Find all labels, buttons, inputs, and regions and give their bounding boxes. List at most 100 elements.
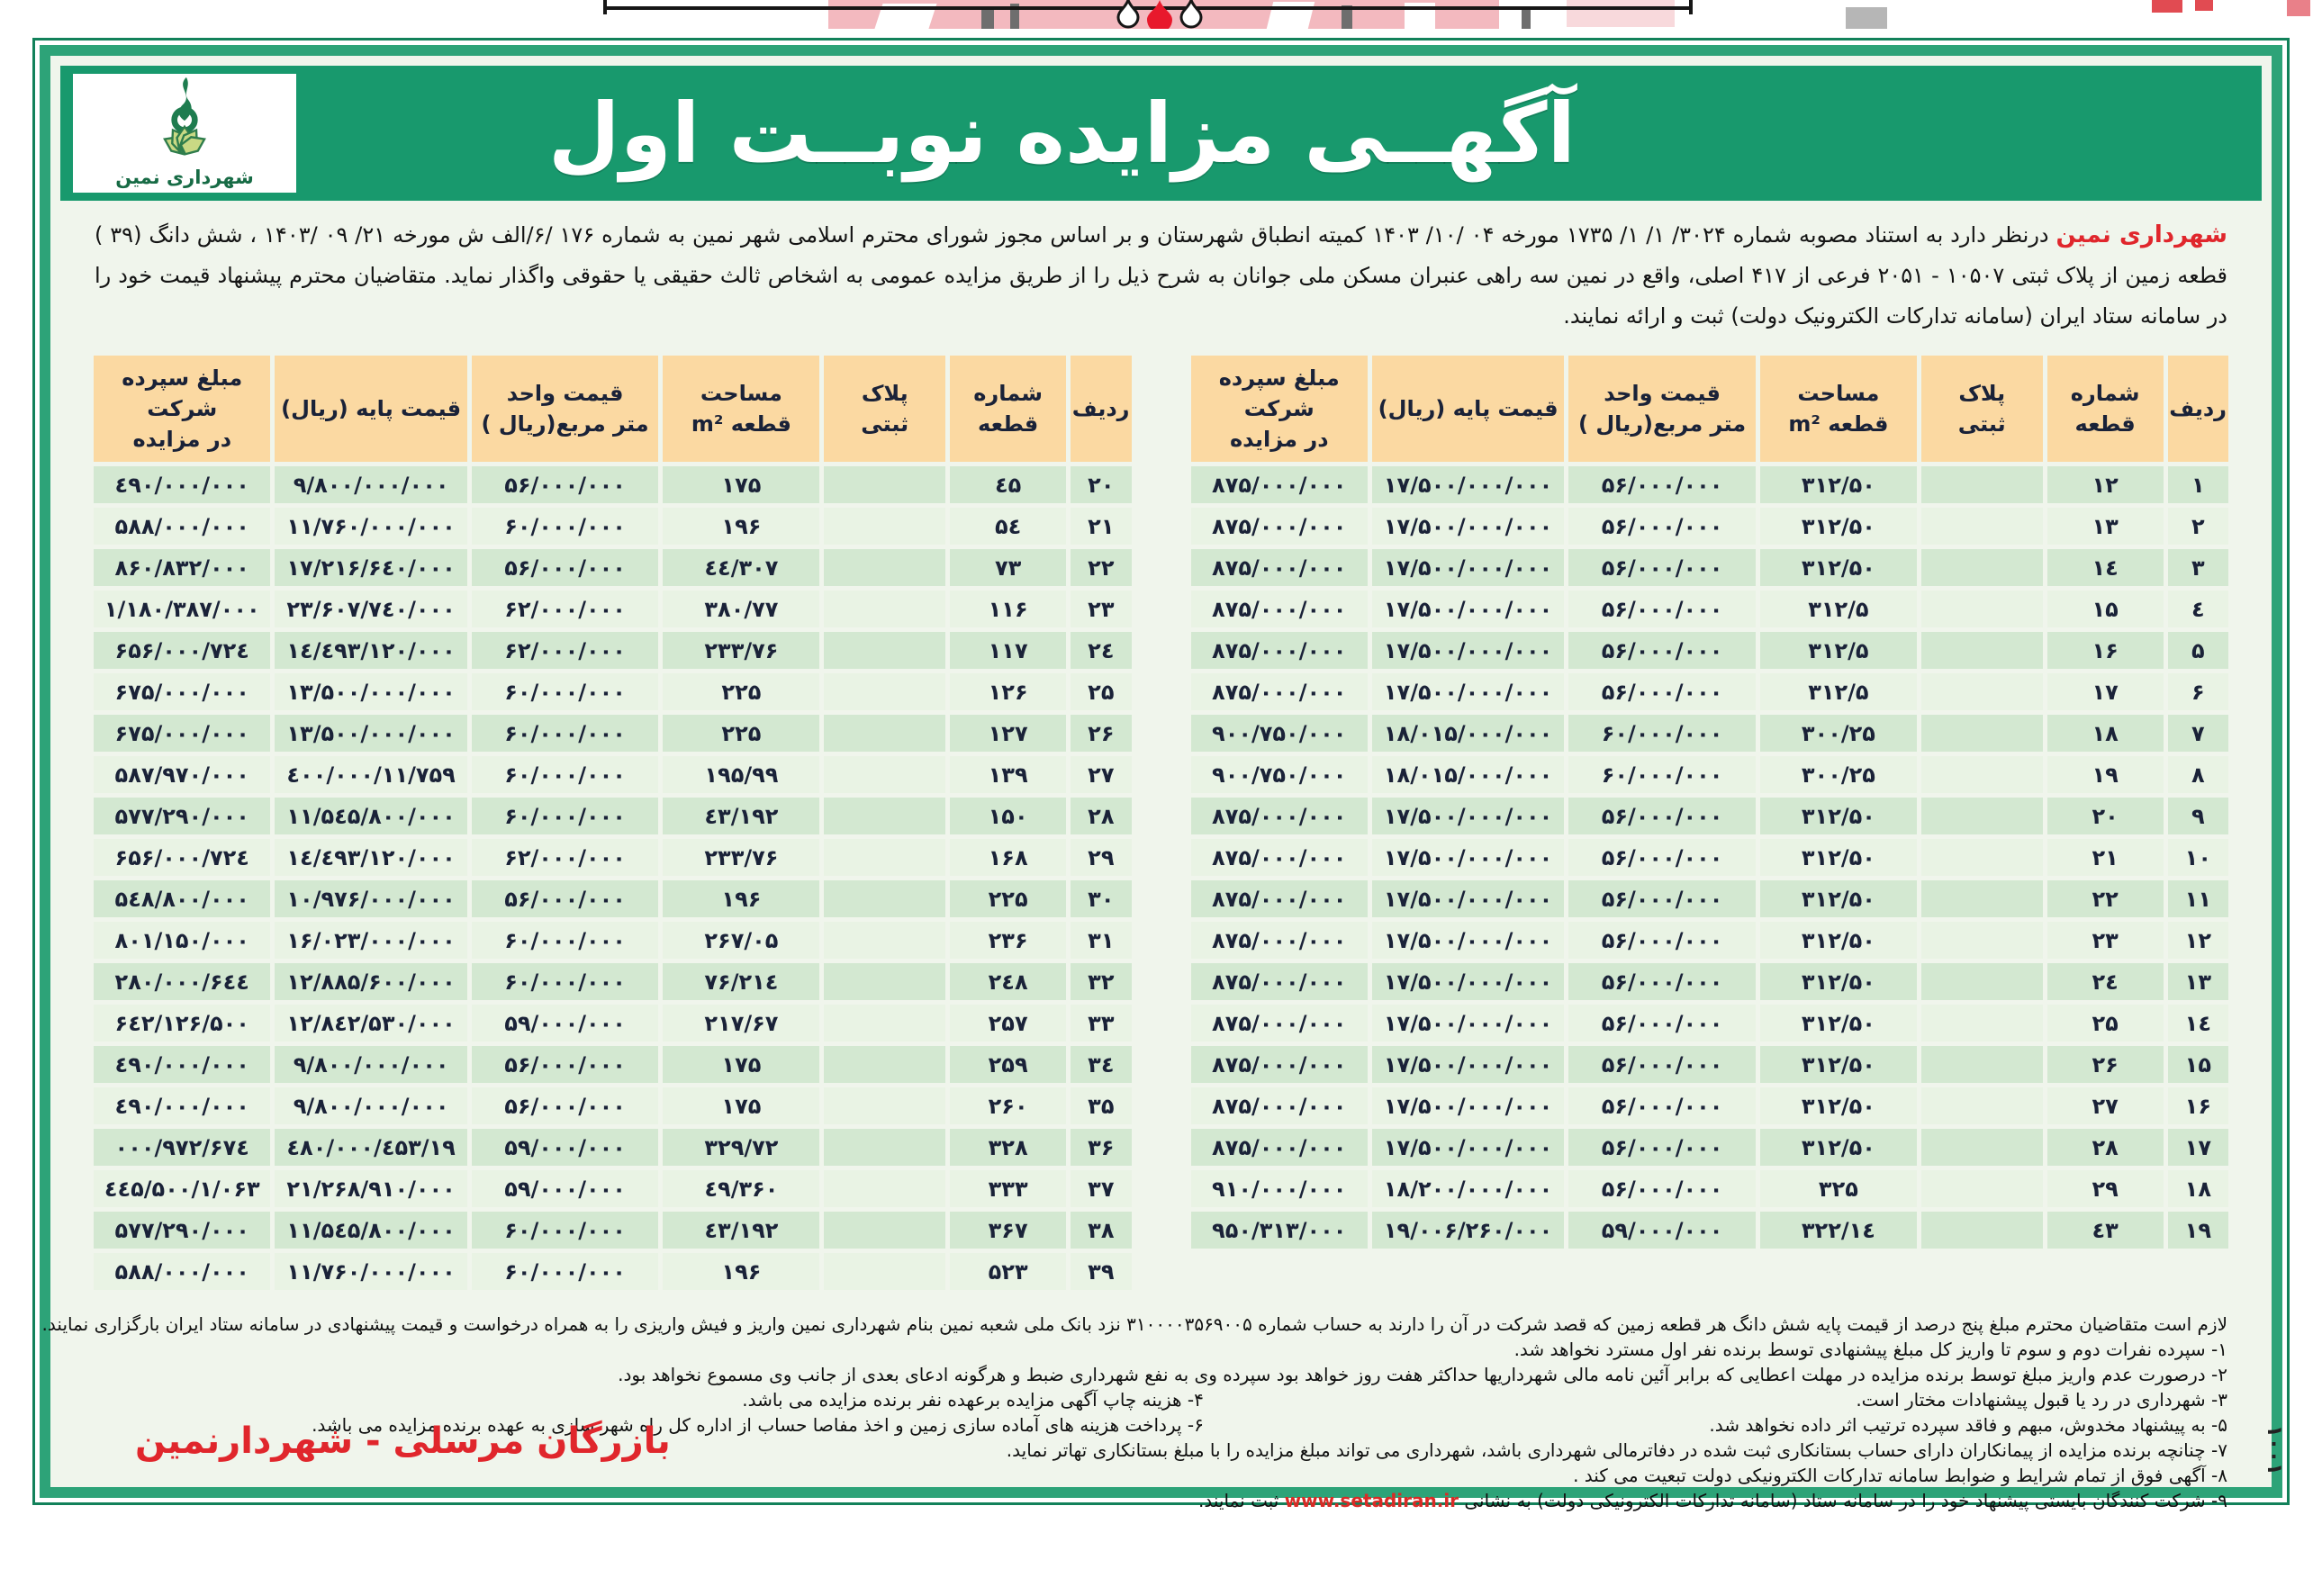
note-item: ۲- درصورت عدم واریز مبلغ توسط برنده مزای… xyxy=(618,1364,2227,1385)
cell-r: ۲۱ xyxy=(1071,508,1132,545)
cell-p: ۲۲۵ xyxy=(950,880,1067,917)
table-row: ۲۰ ٤۵ ۱۷۵ ۵۶/۰۰۰/۰۰۰ ۹/۸۰۰/۰۰۰/۰۰۰ ٤۹۰/۰۰۰/۰۰… xyxy=(94,466,1132,503)
note-item: ۴- هزینه چاپ آگهی مزایده برعهده نفر برند… xyxy=(742,1389,1204,1411)
table-row: ۲۸ ۱۵۰ ۱۹۲/٤۳ ۶۰/۰۰۰/۰۰۰ ۱۱/۵٤۵/۸۰۰/۰۰۰ ۵۷۷/۲… xyxy=(94,798,1132,834)
table-row: ۳۹ ۵۲۳ ۱۹۶ ۶۰/۰۰۰/۰۰۰ ۱۱/۷۶۰/۰۰۰/۰۰۰ ۵۸۸/۰۰۰/… xyxy=(94,1253,1132,1290)
cell-dep: ۶۷۵/۰۰۰/۰۰۰ xyxy=(94,715,271,752)
cell-dep: ٤۹۰/۰۰۰/۰۰۰ xyxy=(94,1046,271,1083)
cell-base: ۱۷/۵۰۰/۰۰۰/۰۰۰ xyxy=(1371,508,1565,545)
cell-r: ۱۸ xyxy=(2167,1170,2228,1207)
cell-reg xyxy=(824,1046,946,1083)
cell-base: ۱۳/۵۰۰/۰۰۰/۰۰۰ xyxy=(275,715,467,752)
ad-title: آگهــی مزایده نوبــت اول xyxy=(547,85,1577,182)
cell-u: ۶۰/۰۰۰/۰۰۰ xyxy=(471,715,659,752)
cell-reg xyxy=(824,1170,946,1207)
table-row: ۳۳ ۲۵۷ ۲۱۷/۶۷ ۵۹/۰۰۰/۰۰۰ ۱۲/۸٤۲/۵۳۰/۰۰۰ ۶٤۲/۱… xyxy=(94,1005,1132,1041)
table-row: ۳۰ ۲۲۵ ۱۹۶ ۵۶/۰۰۰/۰۰۰ ۱۰/۹۷۶/۰۰۰/۰۰۰ ۵٤۸/۸۰۰/… xyxy=(94,880,1132,917)
cell-p: ۱۵۰ xyxy=(950,798,1067,834)
cell-p: ۲۶۰ xyxy=(950,1087,1067,1124)
cell-base: ۱۸/۲۰۰/۰۰۰/۰۰۰ xyxy=(1371,1170,1565,1207)
cell-a: ۲۲۵ xyxy=(663,673,820,710)
cell-dep: ۸۷۵/۰۰۰/۰۰۰ xyxy=(1190,632,1368,669)
cell-reg xyxy=(1920,922,2043,959)
table-row: ۳٤ ۲۵۹ ۱۷۵ ۵۶/۰۰۰/۰۰۰ ۹/۸۰۰/۰۰۰/۰۰۰ ٤۹۰/۰۰۰/۰… xyxy=(94,1046,1132,1083)
cell-a: ۱۹۶ xyxy=(663,508,820,545)
cell-reg xyxy=(1920,798,2043,834)
cell-a: ۳۱۲/۵۰ xyxy=(1759,839,1917,876)
cell-reg xyxy=(1920,673,2043,710)
note-item: ۳- شهرداری در رد یا قبول پیشنهادات مختار… xyxy=(1856,1389,2227,1411)
cell-base: ۱۸/۰۱۵/۰۰۰/۰۰۰ xyxy=(1371,715,1565,752)
cell-u: ۵۶/۰۰۰/۰۰۰ xyxy=(1568,1170,1756,1207)
cell-p: ۲۷ xyxy=(2046,1087,2164,1124)
cell-reg xyxy=(824,1253,946,1290)
table-row: ۱۳ ۲٤ ۳۱۲/۵۰ ۵۶/۰۰۰/۰۰۰ ۱۷/۵۰۰/۰۰۰/۰۰۰ ۸۷۵/۰۰… xyxy=(1190,963,2228,1000)
page-code: ۱۰۰۱ xyxy=(2263,1424,2287,1476)
cell-base: ۱۷/۵۰۰/۰۰۰/۰۰۰ xyxy=(1371,798,1565,834)
masthead-rule xyxy=(603,6,1693,10)
cell-base: ۱٤/٤۹۳/۱۲۰/۰۰۰ xyxy=(275,839,467,876)
cell-dep: ۸۷۵/۰۰۰/۰۰۰ xyxy=(1190,839,1368,876)
cell-u: ۵۶/۰۰۰/۰۰۰ xyxy=(471,880,659,917)
cell-dep: ۶٤٤/۲۸۰/۰۰۰ xyxy=(94,963,271,1000)
cell-p: ۲۵ xyxy=(2046,1005,2164,1041)
cell-p: ۱۸ xyxy=(2046,715,2164,752)
cell-r: ۳۵ xyxy=(1071,1087,1132,1124)
cell-dep: ۸۷۵/۰۰۰/۰۰۰ xyxy=(1190,1046,1368,1083)
intro-paragraph: شهرداری نمین درنظر دارد به استناد مصوبه … xyxy=(95,215,2227,337)
cell-dep: ۸۰۱/۱۵۰/۰۰۰ xyxy=(94,922,271,959)
cell-base: ۱۷/۵۰۰/۰۰۰/۰۰۰ xyxy=(1371,549,1565,586)
cell-r: ۱۶ xyxy=(2167,1087,2228,1124)
signature: بازرگان مرسلی - شهردارنمین xyxy=(135,1420,671,1462)
cell-dep: ۹۰۰/۷۵۰/۰۰۰ xyxy=(1190,715,1368,752)
cell-r: ۳۸ xyxy=(1071,1212,1132,1249)
cell-base: ۲۱/۲۶۸/۹۱۰/۰۰۰ xyxy=(275,1170,467,1207)
table-row: ٤ ۱۵ ۳۱۲/۵ ۵۶/۰۰۰/۰۰۰ ۱۷/۵۰۰/۰۰۰/۰۰۰ ۸۷۵/۰۰۰/… xyxy=(1190,591,2228,627)
cell-r: ۳۶ xyxy=(1071,1129,1132,1166)
cell-u: ۵۶/۰۰۰/۰۰۰ xyxy=(1568,798,1756,834)
cell-r: ۲۳ xyxy=(1071,591,1132,627)
cell-r: ۳۰ xyxy=(1071,880,1132,917)
cell-u: ۵۶/۰۰۰/۰۰۰ xyxy=(1568,632,1756,669)
cell-a: ۱۹۲/٤۳ xyxy=(663,798,820,834)
cell-r: ۳٤ xyxy=(1071,1046,1132,1083)
cell-base: ۱۷/۵۰۰/۰۰۰/۰۰۰ xyxy=(1371,591,1565,627)
cell-r: ۱۳ xyxy=(2167,963,2228,1000)
table-row: ۱۱ ۲۲ ۳۱۲/۵۰ ۵۶/۰۰۰/۰۰۰ ۱۷/۵۰۰/۰۰۰/۰۰۰ ۸۷۵/۰۰… xyxy=(1190,880,2228,917)
cell-a: ۱۹۶ xyxy=(663,880,820,917)
cell-dep: ۹۱۰/۰۰۰/۰۰۰ xyxy=(1190,1170,1368,1207)
cell-a: ۳۱۲/۵۰ xyxy=(1759,1129,1917,1166)
cell-base: ۱۷/۵۰۰/۰۰۰/۰۰۰ xyxy=(1371,1129,1565,1166)
table-row: ۳۷ ۳۳۳ ۳۶۰/٤۹ ۵۹/۰۰۰/۰۰۰ ۲۱/۲۶۸/۹۱۰/۰۰۰ ۱/۰۶۳… xyxy=(94,1170,1132,1207)
cell-dep: ۸۶۰/۸۳۲/۰۰۰ xyxy=(94,549,271,586)
cell-reg xyxy=(1920,1005,2043,1041)
column-header-base: قیمت پایه (ریال) xyxy=(275,356,467,462)
table-row: ۱۵ ۲۶ ۳۱۲/۵۰ ۵۶/۰۰۰/۰۰۰ ۱۷/۵۰۰/۰۰۰/۰۰۰ ۸۷۵/۰۰… xyxy=(1190,1046,2228,1083)
cell-p: ۲۸ xyxy=(2046,1129,2164,1166)
cell-reg xyxy=(824,756,946,793)
cell-r: ۹ xyxy=(2167,798,2228,834)
cell-u: ۶۰/۰۰۰/۰۰۰ xyxy=(471,798,659,834)
cell-dep: ۵۸۷/۹۷۰/۰۰۰ xyxy=(94,756,271,793)
cell-a: ۳۱۲/۵۰ xyxy=(1759,922,1917,959)
auction-table-right: ردیف شماره قطعه پلاک ثبتی مساحت قطعه m² قیمت وا… xyxy=(1187,351,2234,1253)
cell-a: ۳۱۲/۵۰ xyxy=(1759,549,1917,586)
column-header-base: قیمت پایه (ریال) xyxy=(1371,356,1565,462)
cell-reg xyxy=(1920,1212,2043,1249)
cell-reg xyxy=(1920,508,2043,545)
cell-reg xyxy=(1920,1087,2043,1124)
column-header-p: شماره قطعه xyxy=(2046,356,2164,462)
cell-p: ۲۰ xyxy=(2046,798,2164,834)
cell-a: ۳۶۰/٤۹ xyxy=(663,1170,820,1207)
column-header-r: ردیف xyxy=(2167,356,2228,462)
cell-dep: ۸۷۵/۰۰۰/۰۰۰ xyxy=(1190,963,1368,1000)
cell-r: ۱۲ xyxy=(2167,922,2228,959)
cell-base: ۱۶/۰۲۳/۰۰۰/۰۰۰ xyxy=(275,922,467,959)
cell-a: ۱۹۲/٤۳ xyxy=(663,1212,820,1249)
cell-p: ۱٤ xyxy=(2046,549,2164,586)
cell-p: ۱۲ xyxy=(2046,466,2164,503)
setadiran-link[interactable]: www.setadiran.ir xyxy=(1284,1490,1459,1511)
cell-base: ۹/۸۰۰/۰۰۰/۰۰۰ xyxy=(275,466,467,503)
cell-dep: ۹۰۰/۷۵۰/۰۰۰ xyxy=(1190,756,1368,793)
column-header-u: قیمت واحد متر مربع(ریال ) xyxy=(1568,356,1756,462)
